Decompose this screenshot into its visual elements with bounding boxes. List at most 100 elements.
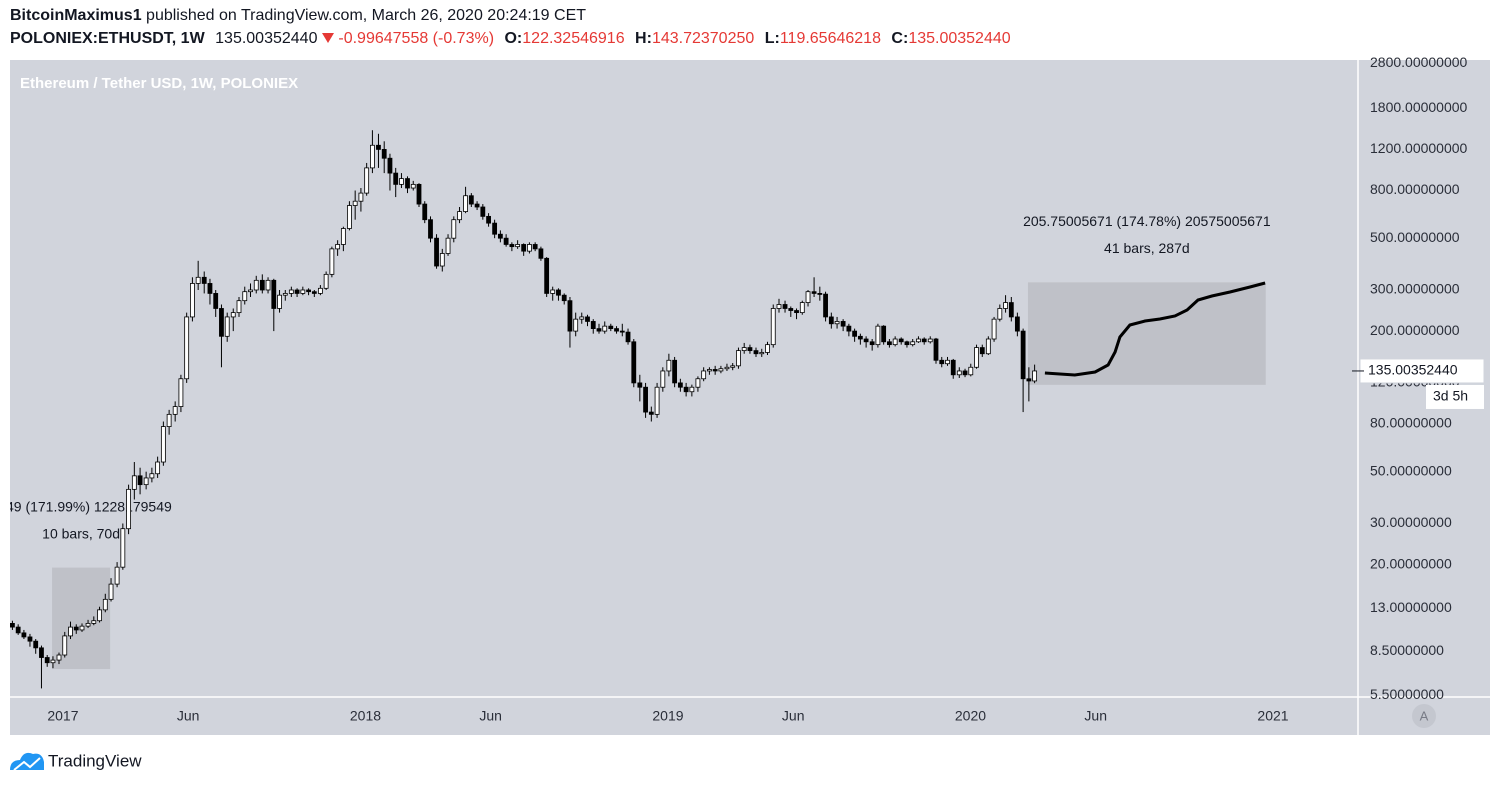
candle-body: [736, 350, 741, 367]
symbol-line: POLONIEX:ETHUSDT, 1W 135.00352440 -0.996…: [10, 30, 1011, 48]
candle-body: [974, 347, 979, 368]
publish-line: BitcoinMaximus1 published on TradingView…: [10, 7, 586, 25]
auto-scale-button[interactable]: [1412, 704, 1436, 728]
candle-body: [370, 144, 375, 169]
candle-body: [317, 287, 323, 294]
candle-body: [56, 654, 62, 661]
candle-body: [985, 338, 991, 355]
candle-body: [933, 338, 939, 361]
y-tick-label: 300.00000000: [1370, 281, 1460, 297]
symbol: POLONIEX:ETHUSDT, 1W: [10, 30, 205, 47]
candle-body: [236, 300, 242, 314]
candle-body: [608, 325, 614, 330]
y-tick-label: 80.00000000: [1370, 415, 1452, 431]
candle-body: [503, 237, 509, 245]
candle-body: [794, 310, 799, 314]
candle-body: [160, 426, 166, 463]
candle-body: [776, 304, 782, 309]
candle-body: [724, 366, 730, 370]
candle-body: [840, 321, 846, 327]
candle-body: [184, 316, 190, 380]
candle-body: [683, 386, 689, 393]
candle-body: [463, 195, 468, 212]
candle-body: [805, 291, 811, 303]
candle-body: [358, 192, 364, 202]
candle-body: [451, 219, 457, 239]
candle-body: [509, 244, 515, 248]
logo-text: TradingView: [48, 751, 142, 770]
candle-body: [782, 304, 788, 309]
close: 135.00352440: [908, 30, 1011, 47]
candle-body: [381, 149, 387, 159]
y-tick-label: 800.00000000: [1370, 181, 1460, 197]
chart-title: Ethereum / Tether USD, 1W, POLONIEX: [20, 75, 298, 92]
candle-body: [625, 331, 631, 343]
candle-body: [492, 222, 498, 235]
candle-body: [329, 248, 335, 275]
candle-body: [788, 308, 794, 311]
candle-body: [765, 344, 770, 353]
published: published on TradingView.com, March 26, …: [146, 7, 587, 24]
candle-body: [590, 321, 596, 330]
candle-body: [544, 257, 550, 294]
candle-body: [770, 308, 776, 346]
candle-body: [68, 626, 73, 637]
candle-body: [950, 359, 956, 376]
candle-body: [288, 289, 294, 294]
candle-body: [712, 369, 718, 372]
candle-body: [230, 312, 236, 318]
price-label-box: [1359, 358, 1485, 384]
candle-body: [114, 566, 120, 585]
candle-body: [561, 294, 567, 302]
measure-box: [1027, 282, 1266, 385]
candle-body: [863, 338, 869, 343]
candle-body: [468, 195, 474, 205]
y-tick-label: 5.50000000: [1370, 686, 1444, 702]
candle-body: [1008, 302, 1014, 318]
x-tick-label: 2021: [1257, 708, 1288, 724]
candle-body: [445, 237, 451, 254]
candle-body: [294, 289, 300, 294]
candle-body: [643, 386, 648, 413]
candle-body: [741, 347, 747, 352]
measure-box: [52, 567, 111, 670]
countdown: 3d 5h: [1433, 388, 1468, 404]
candle-body: [27, 636, 33, 642]
candle-body: [945, 359, 950, 365]
close-label: C:: [891, 30, 909, 47]
candle-body: [399, 178, 404, 185]
candle-body: [33, 640, 39, 649]
candle-body: [1014, 316, 1020, 332]
candle-body: [410, 183, 416, 189]
candle-body: [881, 325, 887, 343]
candle-body: [532, 244, 538, 250]
y-tick-label: 20.00000000: [1370, 555, 1452, 571]
y-tick-label: 200.00000000: [1370, 322, 1460, 338]
projection-line: [1044, 281, 1266, 377]
candle-body: [817, 293, 823, 295]
candle-body: [887, 341, 892, 346]
candle-body: [567, 300, 573, 332]
candle-body: [997, 308, 1003, 320]
candle-body: [660, 370, 666, 388]
candle-body: [857, 335, 863, 340]
candle-body: [259, 279, 265, 291]
candle-body: [242, 291, 248, 302]
candle-body: [149, 473, 155, 479]
candle-body: [91, 620, 97, 624]
candle-body: [323, 273, 329, 289]
plot-area: 9549 (171.99%) 1228179549 10 bars, 70d 205…: [10, 130, 1271, 689]
candle-body: [352, 200, 358, 206]
candle-body: [515, 244, 521, 248]
x-tick-label: 2020: [955, 708, 986, 724]
candle-body: [178, 378, 184, 407]
candle-body: [422, 203, 428, 221]
candle-body: [573, 318, 579, 332]
y-tick-label: 50.00000000: [1370, 462, 1452, 478]
y-tick-label: 13.00000000: [1370, 599, 1452, 615]
price-label: 135.00352440: [1368, 362, 1458, 378]
candle-body: [701, 370, 707, 380]
candle-body: [916, 338, 921, 343]
